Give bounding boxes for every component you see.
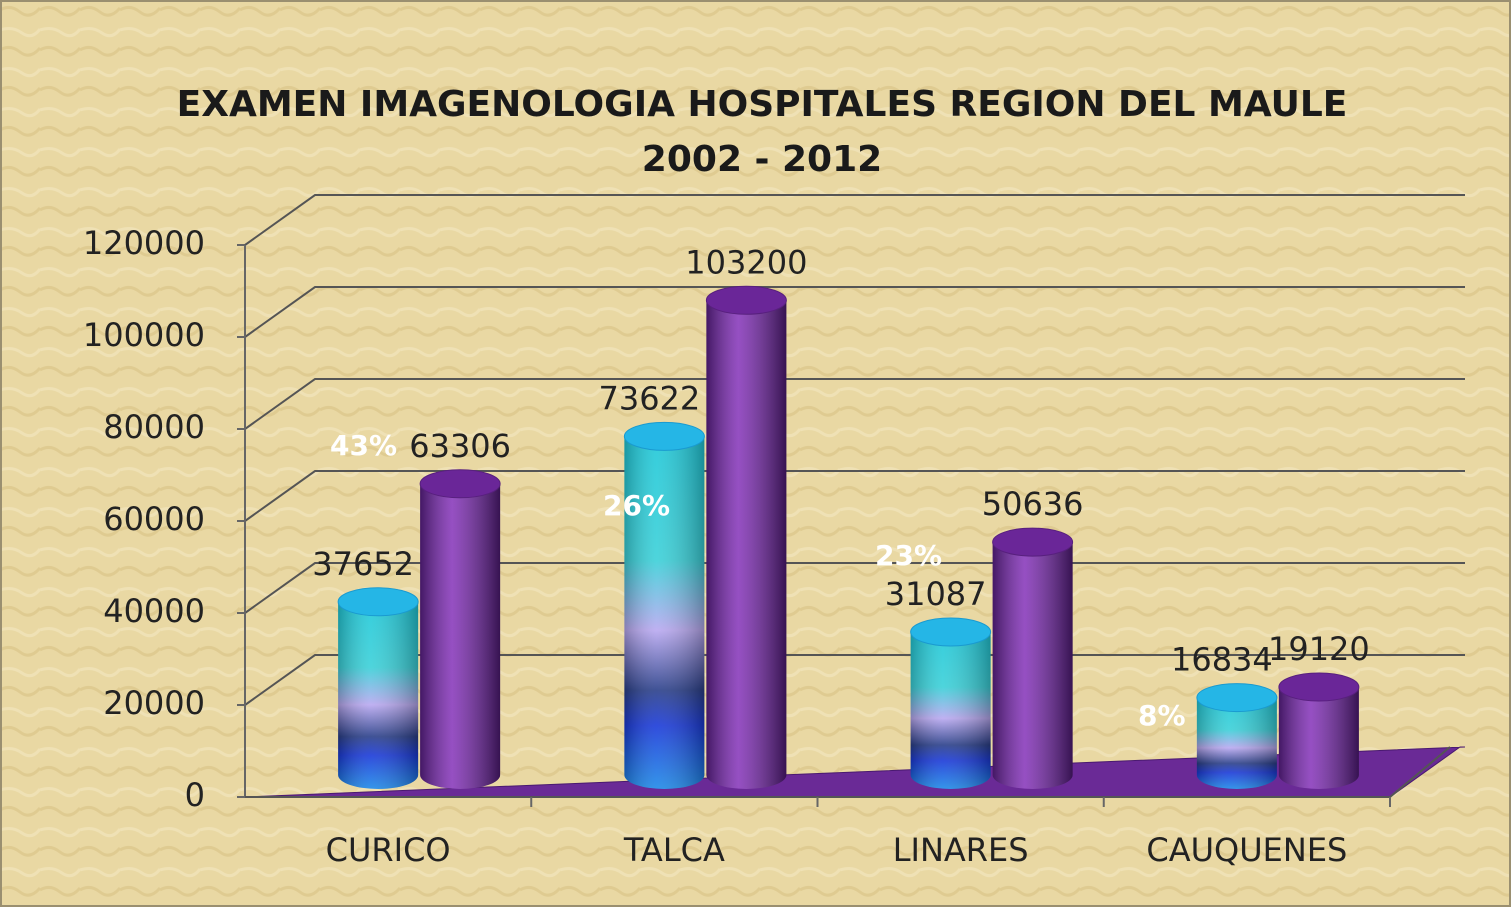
cylinder-top bbox=[992, 527, 1074, 557]
grid-line bbox=[244, 194, 1465, 246]
value-label: 31087 bbox=[885, 575, 987, 613]
y-tick-label: 100000 bbox=[83, 316, 205, 354]
value-label: 19120 bbox=[1268, 630, 1370, 668]
cylinder-top bbox=[337, 587, 419, 617]
x-tick-label: CAUQUENES bbox=[1146, 831, 1347, 869]
cylinder-shade bbox=[706, 300, 787, 790]
cylinder-top bbox=[419, 469, 501, 499]
annotation: 23% bbox=[875, 539, 942, 572]
cylinder-shade bbox=[992, 542, 1073, 790]
x-tick-label: TALCA bbox=[623, 831, 725, 869]
cylinder-top bbox=[623, 421, 705, 451]
y-tick-label: 120000 bbox=[83, 224, 205, 262]
value-label: 37652 bbox=[312, 545, 414, 583]
grid-line bbox=[244, 378, 1465, 430]
grid-line bbox=[244, 562, 1465, 614]
value-label: 63306 bbox=[409, 427, 511, 465]
value-label: 103200 bbox=[685, 243, 807, 281]
y-tick-label: 20000 bbox=[103, 684, 205, 722]
value-label: 50636 bbox=[982, 485, 1084, 523]
x-tick-label: LINARES bbox=[893, 831, 1029, 869]
cylinder-shade bbox=[1278, 687, 1359, 789]
grid-line bbox=[244, 286, 1465, 338]
cylinder-top bbox=[910, 617, 992, 647]
cylinder-shade bbox=[338, 601, 419, 790]
grid-line bbox=[244, 654, 1465, 706]
grid-line bbox=[244, 470, 1465, 522]
cylinder-shade bbox=[910, 631, 991, 790]
x-tick-label: CURICO bbox=[326, 831, 451, 869]
cylinder-shade bbox=[624, 436, 705, 790]
cylinder-top bbox=[705, 285, 787, 315]
cylinder-top bbox=[1278, 672, 1360, 702]
y-tick-label: 80000 bbox=[103, 408, 205, 446]
cylinder-shade bbox=[1196, 697, 1277, 790]
annotation: 43% bbox=[330, 429, 397, 462]
y-tick-label: 0 bbox=[185, 776, 205, 814]
y-tick-label: 40000 bbox=[103, 592, 205, 630]
y-tick-label: 60000 bbox=[103, 500, 205, 538]
value-label: 16834 bbox=[1171, 641, 1273, 679]
cylinder-shade bbox=[420, 483, 501, 790]
annotation: 8% bbox=[1138, 699, 1186, 732]
annotation: 26% bbox=[603, 489, 670, 522]
cylinder-top bbox=[1196, 683, 1278, 713]
chart-subtitle: 2002 - 2012 bbox=[642, 139, 882, 180]
value-label: 73622 bbox=[598, 379, 700, 417]
chart-title: EXAMEN IMAGENOLOGIA HOSPITALES REGION DE… bbox=[177, 84, 1348, 125]
